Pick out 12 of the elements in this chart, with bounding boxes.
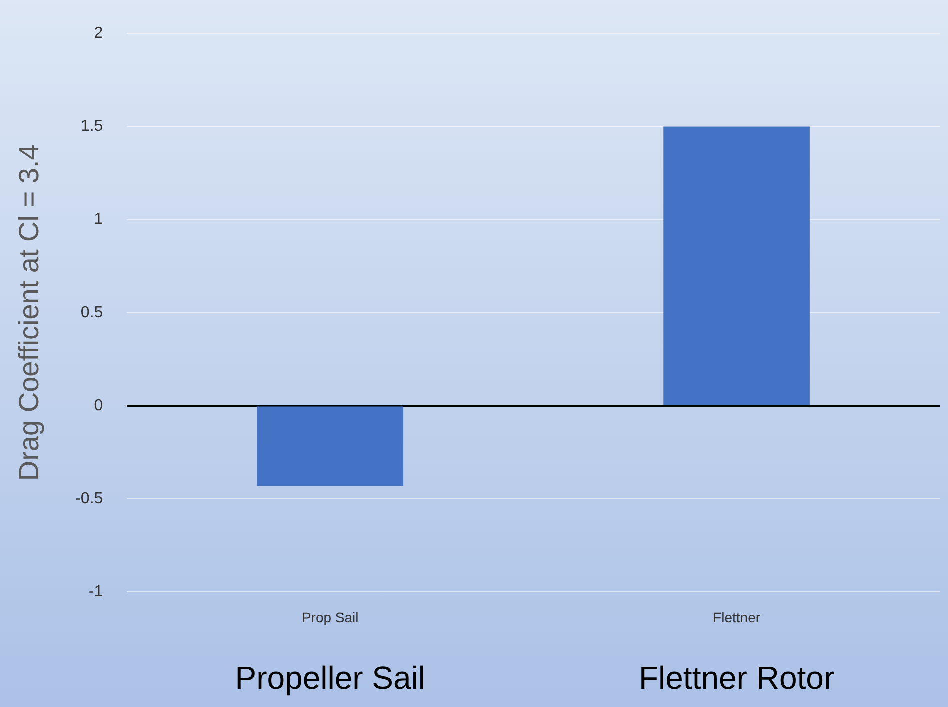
y-axis-title: Drag Coefficient at Cl = 3.4	[14, 144, 45, 482]
y-tick-label: 0	[94, 397, 104, 414]
text: Propeller Sail	[235, 660, 426, 696]
y-tick-label: 2	[94, 25, 104, 42]
y-tick-label: 1.5	[80, 118, 104, 136]
y-tick-label: 1	[94, 211, 104, 228]
y-tick-label: -1	[88, 584, 104, 601]
y-tick-label: -0.5	[76, 490, 104, 508]
text: Flettner Rotor	[638, 660, 835, 696]
x-tick-label: Flettner	[713, 609, 761, 626]
y-tick-label: 0.5	[80, 304, 104, 322]
x-tick-label: Prop Sail	[302, 609, 359, 626]
